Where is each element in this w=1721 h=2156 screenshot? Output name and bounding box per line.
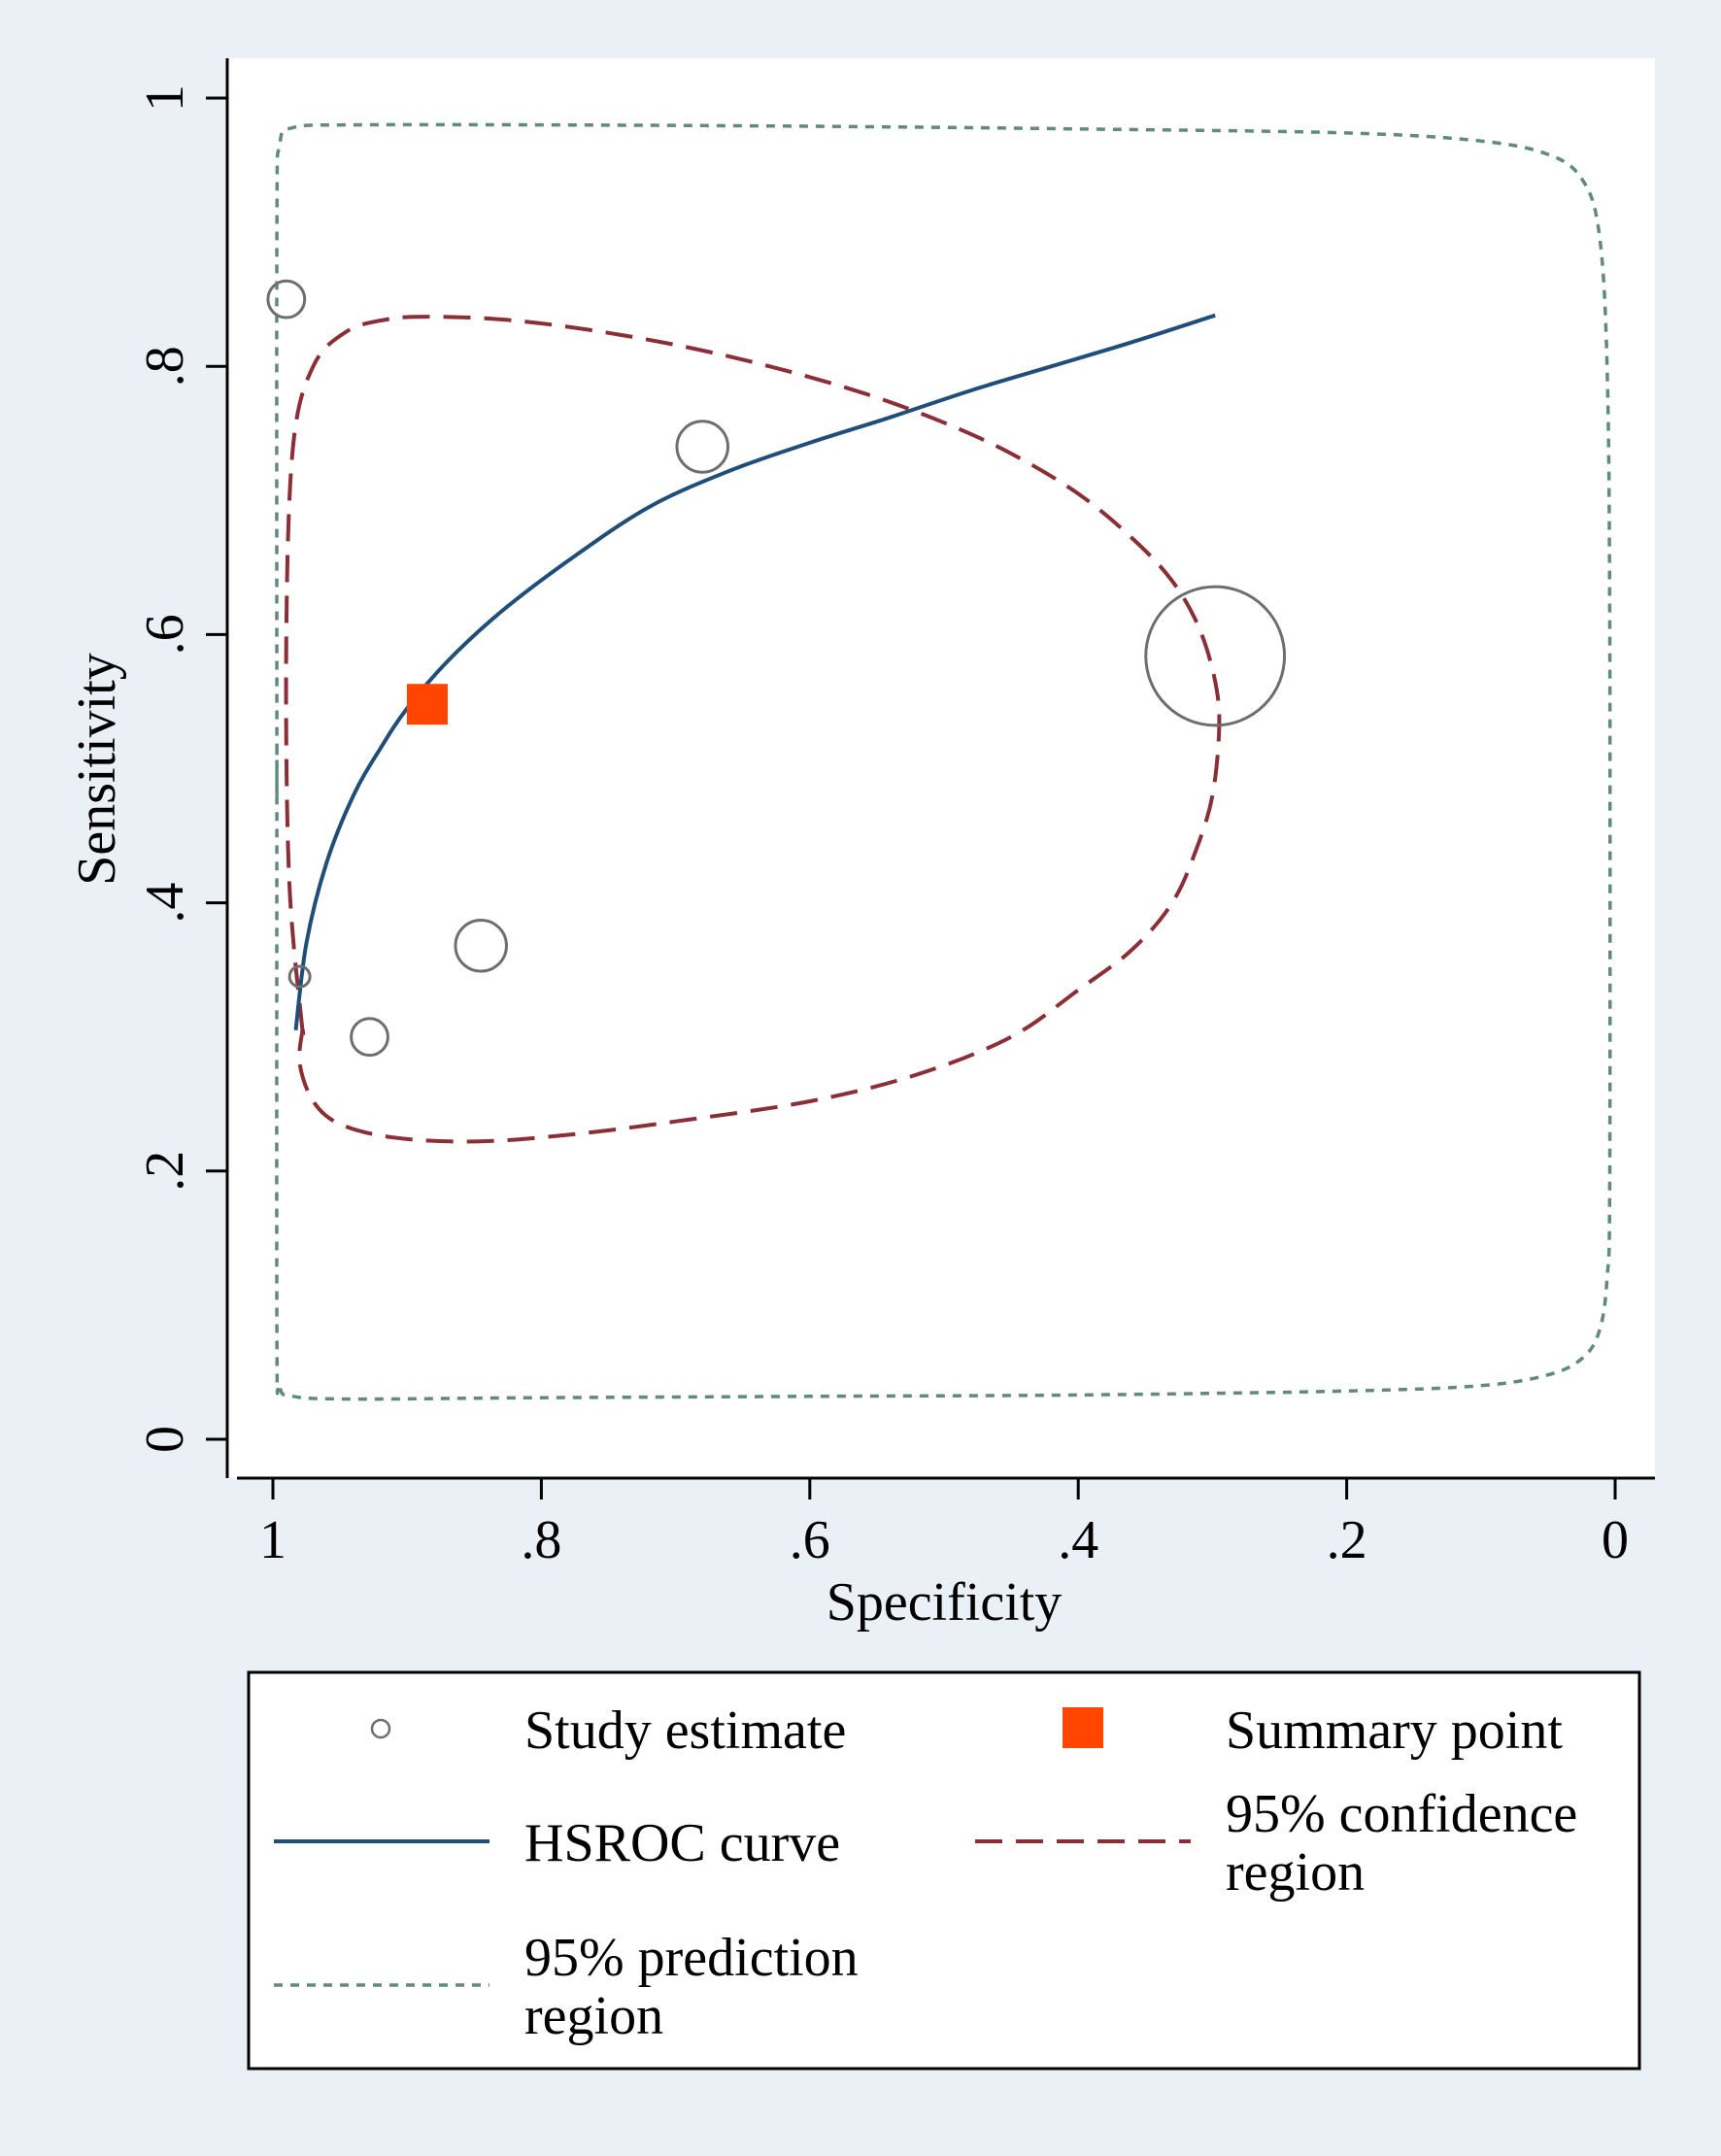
legend-prediction-label-line1: 95% prediction	[524, 1928, 859, 1988]
y-tick-label-3: .6	[135, 614, 195, 655]
plot-area	[227, 58, 1655, 1478]
legend-prediction-label-line2: region	[524, 1986, 663, 2046]
legend-box	[247, 1670, 1641, 2071]
x-tick-label-5: 0	[1602, 1510, 1629, 1570]
study-estimate-point-2	[287, 964, 312, 989]
y-tick-label-2: .4	[135, 883, 195, 924]
study-estimate-point-1	[266, 279, 307, 320]
y-tick-label-1: .2	[135, 1151, 195, 1192]
curve-layer	[293, 313, 1216, 1031]
legend: Study estimate Summary point HSROC curve…	[247, 1670, 1641, 2071]
x-tick-label-4: .2	[1327, 1510, 1367, 1570]
legend-summary-symbol	[1063, 1707, 1103, 1748]
x-tick-label-2: .6	[790, 1510, 830, 1570]
y-tick-label-5: 1	[135, 84, 195, 112]
confidence-region-line	[284, 315, 1222, 1144]
x-tick-label-0: 1	[259, 1510, 287, 1570]
y-tick-label-4: .8	[135, 346, 195, 387]
legend-confidence-label-line2: region	[1226, 1842, 1365, 1903]
study-estimate-point-5	[675, 420, 729, 474]
summary-point-marker	[406, 684, 448, 725]
y-tick-label-0: 0	[135, 1426, 195, 1453]
study-estimate-point-3	[350, 1017, 389, 1058]
x-axis-ticks: 1 .8 .6 .4 .2 0	[259, 1478, 1629, 1570]
legend-summary-label: Summary point	[1226, 1701, 1563, 1761]
x-axis-title: Specificity	[827, 1572, 1063, 1633]
x-tick-label-3: .4	[1058, 1510, 1098, 1570]
study-estimate-point-4	[454, 919, 508, 973]
y-axis-title: Sensitivity	[67, 653, 127, 886]
hsroc-curve-line	[293, 313, 1216, 1031]
study-estimate-point-6	[1144, 585, 1287, 727]
region-layer	[275, 122, 1612, 1401]
legend-hsroc-label: HSROC curve	[524, 1813, 840, 1873]
legend-study-symbol	[370, 1718, 391, 1739]
legend-confidence-label-line1: 95% confidence	[1226, 1784, 1577, 1844]
legend-study-label: Study estimate	[524, 1701, 846, 1761]
x-tick-label-1: .8	[521, 1510, 561, 1570]
y-axis-ticks: 0 .2 .4 .6 .8 1	[135, 84, 227, 1453]
prediction-region-line	[275, 122, 1612, 1401]
points-layer	[266, 279, 1287, 1058]
